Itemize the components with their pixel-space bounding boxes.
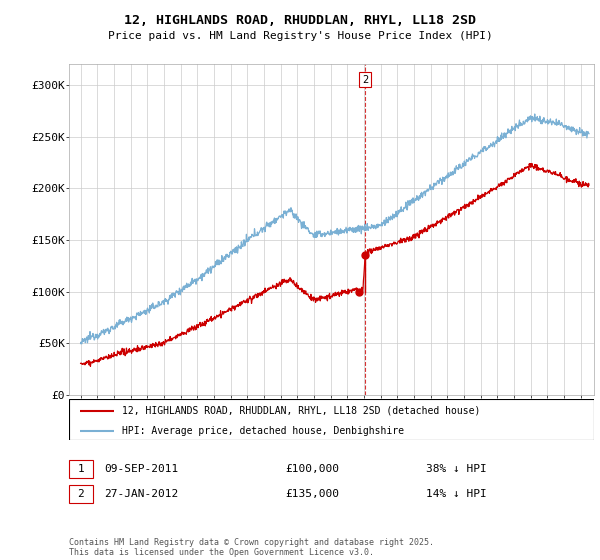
Text: 14% ↓ HPI: 14% ↓ HPI — [425, 489, 487, 499]
FancyBboxPatch shape — [69, 399, 594, 440]
Text: 27-JAN-2012: 27-JAN-2012 — [104, 489, 178, 499]
Text: HPI: Average price, detached house, Denbighshire: HPI: Average price, detached house, Denb… — [121, 426, 404, 436]
Text: Contains HM Land Registry data © Crown copyright and database right 2025.
This d: Contains HM Land Registry data © Crown c… — [69, 538, 434, 557]
Text: 2: 2 — [362, 75, 368, 85]
Text: 38% ↓ HPI: 38% ↓ HPI — [425, 464, 487, 474]
Text: £100,000: £100,000 — [285, 464, 339, 474]
Text: 1: 1 — [77, 464, 85, 474]
Text: 12, HIGHLANDS ROAD, RHUDDLAN, RHYL, LL18 2SD (detached house): 12, HIGHLANDS ROAD, RHUDDLAN, RHYL, LL18… — [121, 405, 480, 416]
Text: 12, HIGHLANDS ROAD, RHUDDLAN, RHYL, LL18 2SD: 12, HIGHLANDS ROAD, RHUDDLAN, RHYL, LL18… — [124, 14, 476, 27]
Text: Price paid vs. HM Land Registry's House Price Index (HPI): Price paid vs. HM Land Registry's House … — [107, 31, 493, 41]
Text: 09-SEP-2011: 09-SEP-2011 — [104, 464, 178, 474]
Text: 2: 2 — [77, 489, 85, 499]
Text: £135,000: £135,000 — [285, 489, 339, 499]
